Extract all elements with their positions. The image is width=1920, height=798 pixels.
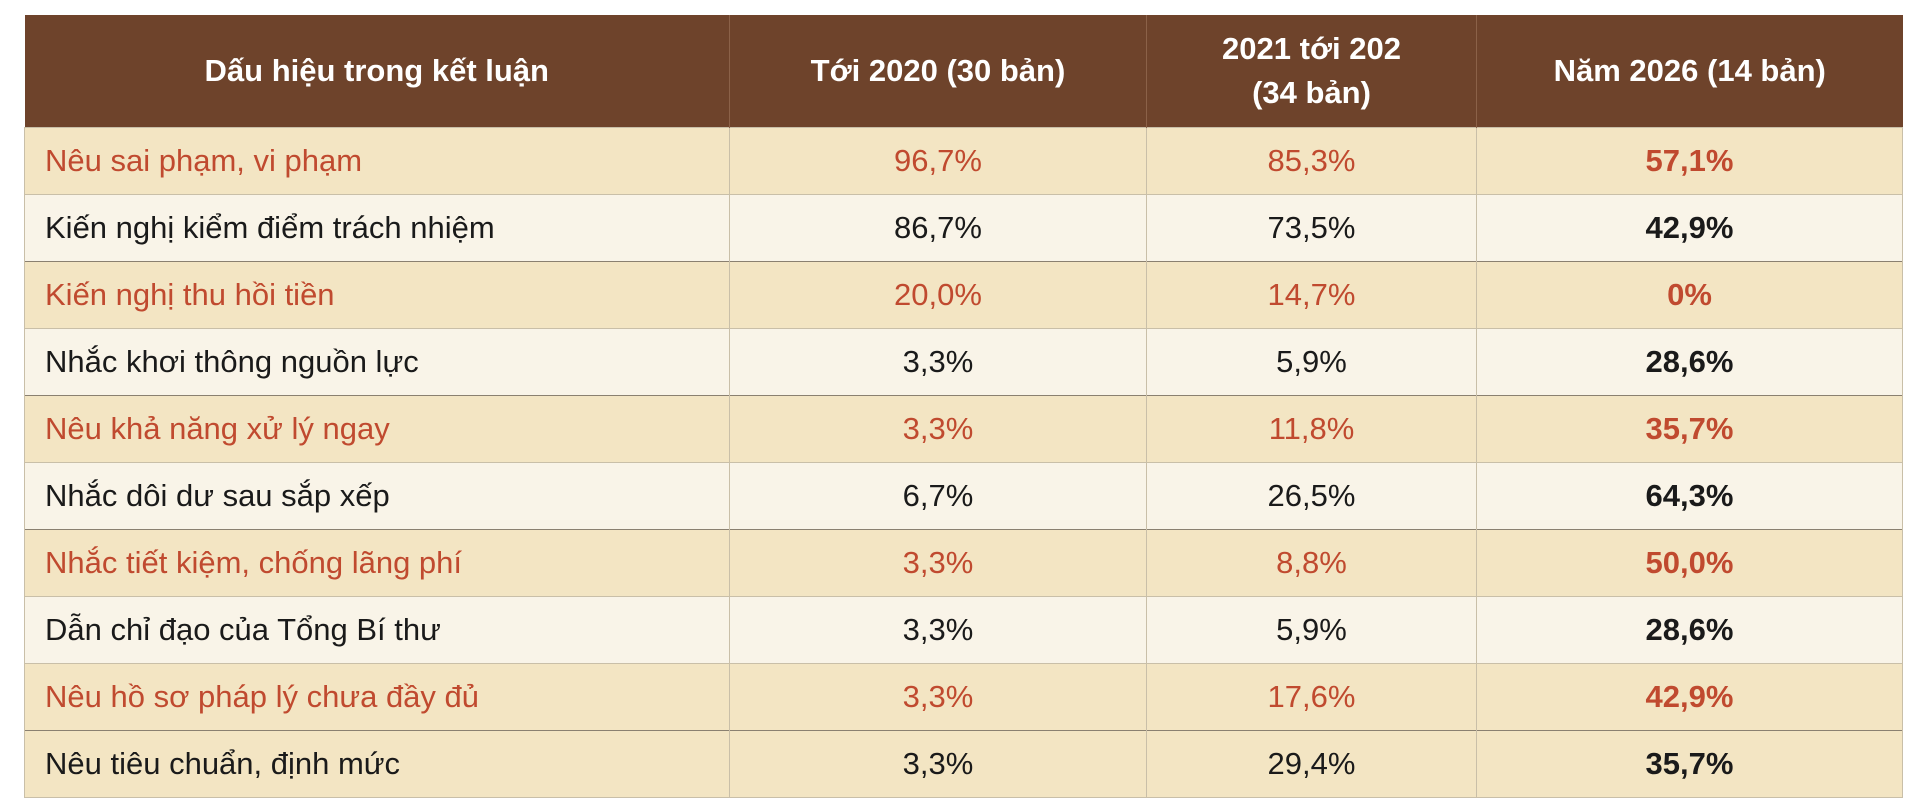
cell-2021-to-202x: 73,5% — [1146, 194, 1477, 262]
cell-year-2026: 64,3% — [1476, 462, 1903, 530]
comparison-table: Dấu hiệu trong kết luận Tới 2020 (30 bản… — [24, 15, 1903, 798]
cell-until-2020: 3,3% — [729, 596, 1147, 664]
cell-until-2020: 3,3% — [729, 663, 1147, 731]
row-indicator: Nêu tiêu chuẩn, định mức — [24, 730, 730, 798]
row-indicator: Dẫn chỉ đạo của Tổng Bí thư — [24, 596, 730, 664]
row-indicator: Nhắc khơi thông nguồn lực — [24, 328, 730, 396]
header-until-2020-label: Tới 2020 (30 bản) — [810, 53, 1066, 88]
row-indicator: Nêu hồ sơ pháp lý chưa đầy đủ — [24, 663, 730, 731]
table-row: Nêu hồ sơ pháp lý chưa đầy đủ 3,3% 17,6%… — [24, 663, 1903, 731]
cell-until-2020: 6,7% — [729, 462, 1147, 530]
cell-until-2020: 86,7% — [729, 194, 1147, 262]
cell-until-2020: 3,3% — [729, 395, 1147, 463]
table-row: Nêu sai phạm, vi phạm 96,7% 85,3% 57,1% — [24, 127, 1903, 195]
cell-year-2026: 28,6% — [1476, 596, 1903, 664]
cell-2021-to-202x: 14,7% — [1146, 261, 1477, 329]
cell-year-2026: 42,9% — [1476, 663, 1903, 731]
cell-until-2020: 3,3% — [729, 730, 1147, 798]
table-row: Nhắc dôi dư sau sắp xếp 6,7% 26,5% 64,3% — [24, 462, 1903, 530]
header-indicator: Dấu hiệu trong kết luận — [24, 15, 730, 128]
cell-2021-to-202x: 85,3% — [1146, 127, 1477, 195]
cell-2021-to-202x: 17,6% — [1146, 663, 1477, 731]
row-indicator: Nêu sai phạm, vi phạm — [24, 127, 730, 195]
header-2021-line1: 2021 tới 202 — [1222, 31, 1401, 66]
cell-until-2020: 3,3% — [729, 328, 1147, 396]
row-indicator: Nhắc tiết kiệm, chống lãng phí — [24, 529, 730, 597]
table-row: Nêu khả năng xử lý ngay 3,3% 11,8% 35,7% — [24, 395, 1903, 463]
cell-year-2026: 35,7% — [1476, 730, 1903, 798]
table-row: Nhắc khơi thông nguồn lực 3,3% 5,9% 28,6… — [24, 328, 1903, 396]
header-year-2026: Năm 2026 (14 bản) — [1476, 15, 1903, 128]
cell-year-2026: 42,9% — [1476, 194, 1903, 262]
cell-2021-to-202x: 26,5% — [1146, 462, 1477, 530]
cell-year-2026: 28,6% — [1476, 328, 1903, 396]
cell-year-2026: 0% — [1476, 261, 1903, 329]
cell-until-2020: 96,7% — [729, 127, 1147, 195]
cell-year-2026: 57,1% — [1476, 127, 1903, 195]
row-indicator: Nêu khả năng xử lý ngay — [24, 395, 730, 463]
table-row: Nêu tiêu chuẩn, định mức 3,3% 29,4% 35,7… — [24, 730, 1903, 798]
row-indicator: Nhắc dôi dư sau sắp xếp — [24, 462, 730, 530]
table-row: Dẫn chỉ đạo của Tổng Bí thư 3,3% 5,9% 28… — [24, 596, 1903, 664]
cell-until-2020: 20,0% — [729, 261, 1147, 329]
header-2021-to-202x: 2021 tới 202 (34 bản) — [1146, 15, 1477, 128]
cell-2021-to-202x: 29,4% — [1146, 730, 1477, 798]
table-row: Nhắc tiết kiệm, chống lãng phí 3,3% 8,8%… — [24, 529, 1903, 597]
cell-2021-to-202x: 5,9% — [1146, 328, 1477, 396]
cell-year-2026: 35,7% — [1476, 395, 1903, 463]
cell-until-2020: 3,3% — [729, 529, 1147, 597]
comparison-table-container: Dấu hiệu trong kết luận Tới 2020 (30 bản… — [24, 15, 1903, 798]
row-indicator: Kiến nghị thu hồi tiền — [24, 261, 730, 329]
table-row: Kiến nghị thu hồi tiền 20,0% 14,7% 0% — [24, 261, 1903, 329]
header-indicator-label: Dấu hiệu trong kết luận — [204, 53, 549, 88]
cell-2021-to-202x: 11,8% — [1146, 395, 1477, 463]
table-header: Dấu hiệu trong kết luận Tới 2020 (30 bản… — [24, 15, 1903, 128]
row-indicator: Kiến nghị kiểm điểm trách nhiệm — [24, 194, 730, 262]
cell-2021-to-202x: 8,8% — [1146, 529, 1477, 597]
cell-year-2026: 50,0% — [1476, 529, 1903, 597]
table-body: Nêu sai phạm, vi phạm 96,7% 85,3% 57,1% … — [24, 127, 1903, 798]
table-row: Kiến nghị kiểm điểm trách nhiệm 86,7% 73… — [24, 194, 1903, 262]
cell-2021-to-202x: 5,9% — [1146, 596, 1477, 664]
header-year-2026-label: Năm 2026 (14 bản) — [1553, 53, 1826, 88]
header-until-2020: Tới 2020 (30 bản) — [729, 15, 1147, 128]
header-row: Dấu hiệu trong kết luận Tới 2020 (30 bản… — [24, 15, 1903, 128]
header-2021-line2: (34 bản) — [1252, 75, 1371, 110]
